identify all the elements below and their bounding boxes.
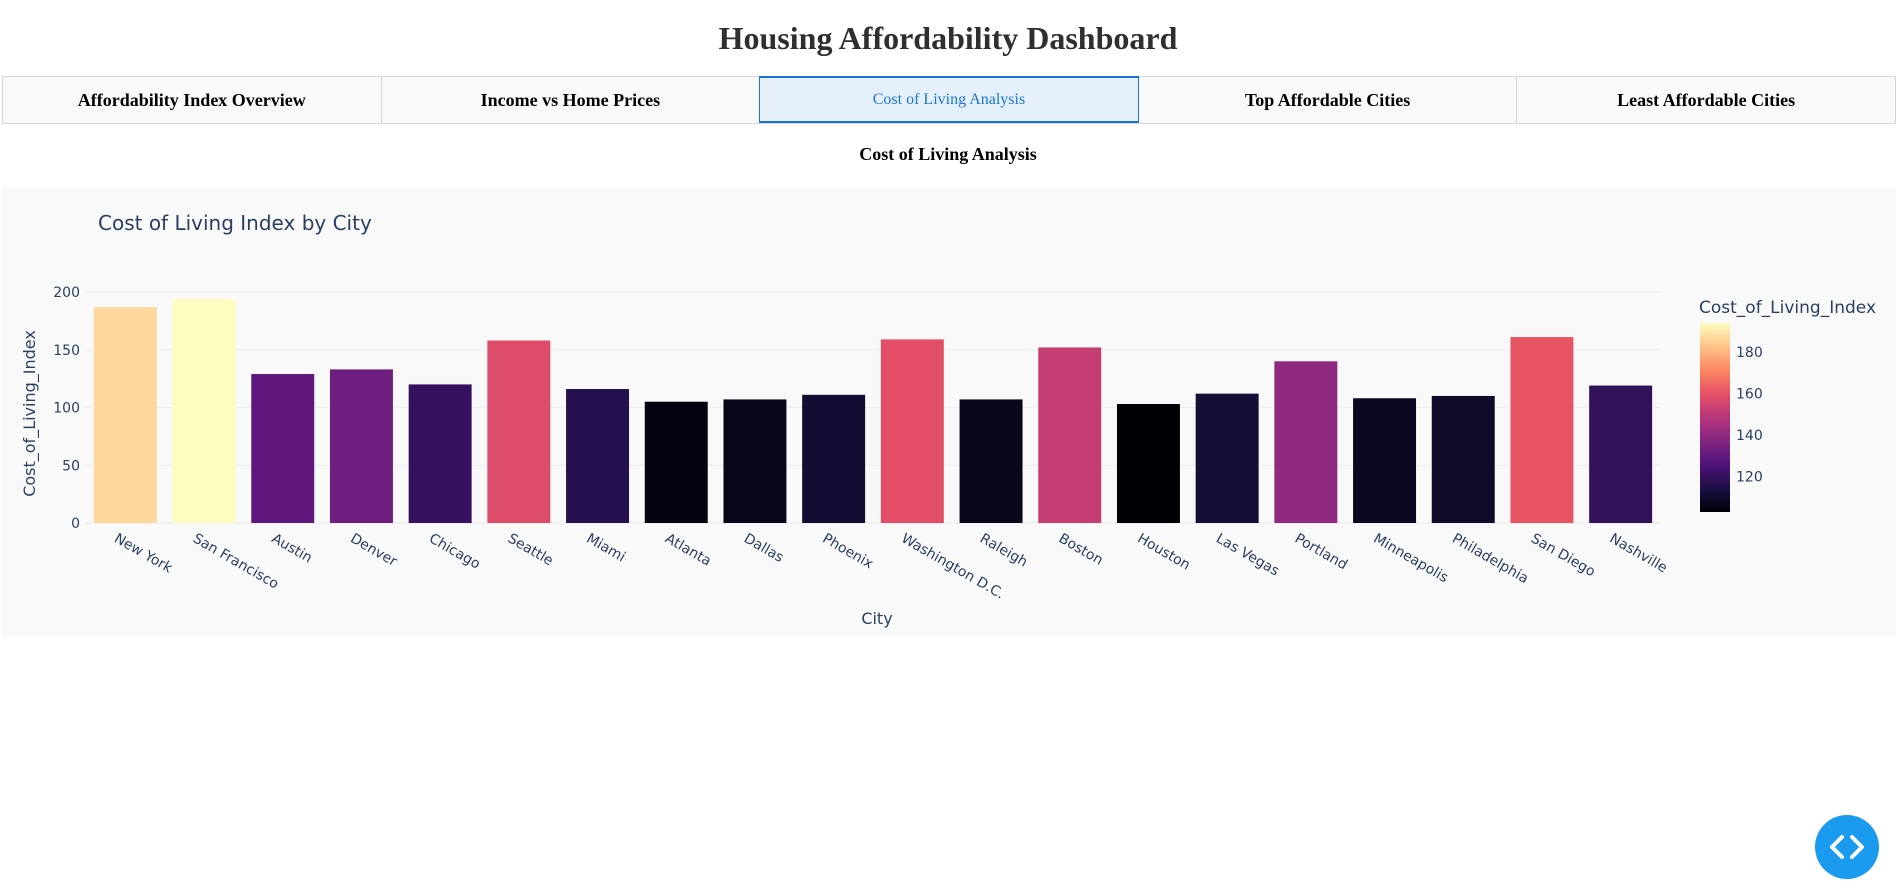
bar-las-vegas[interactable] [1195,393,1259,523]
colorbar-tick-label: 140 [1736,428,1763,444]
bar-san-diego[interactable] [1510,337,1574,523]
bar-raleigh[interactable] [959,399,1023,523]
bar-seattle[interactable] [487,340,551,523]
tab-top-affordable-cities[interactable]: Top Affordable Cities [1137,76,1518,123]
y-tick-label: 150 [53,343,80,359]
x-tick-label: Miami [584,531,628,566]
bar-nashville[interactable] [1589,385,1653,523]
x-tick-label: Philadelphia [1449,531,1531,588]
x-tick-label: Atlanta [662,531,714,570]
bar-washington-d-c[interactable] [880,339,944,523]
colorbar-tick-label: 120 [1736,470,1763,486]
chart-container: Cost of Living Index by City 0 50 100 150 200… [2,187,1896,637]
y-tick-label: 200 [53,285,80,301]
bar-portland[interactable] [1274,361,1338,523]
x-tick-label: Minneapolis [1371,531,1451,587]
bar-chart: Cost of Living Index by City 0 50 100 150 200… [20,211,1876,628]
bar-phoenix[interactable] [802,394,866,523]
x-tick-label: Boston [1056,531,1106,569]
bar-atlanta[interactable] [644,401,708,523]
bar-minneapolis[interactable] [1353,398,1417,523]
x-tick-label: Raleigh [977,531,1030,571]
x-tick-label: Austin [269,531,315,567]
bar-philadelphia[interactable] [1431,395,1495,523]
bar-austin[interactable] [251,374,315,523]
x-tick-label: Phoenix [820,531,876,573]
bar-houston[interactable] [1116,404,1180,523]
tab-cost-of-living-analysis[interactable]: Cost of Living Analysis [759,76,1139,123]
y-tick-label: 0 [71,516,80,532]
bar-new-york[interactable] [93,307,157,523]
x-tick-label: Dallas [741,531,786,566]
tab-affordability-index-overview[interactable]: Affordability Index Overview [2,76,382,123]
page-title: Housing Affordability Dashboard [718,20,1178,56]
colorbar [1700,323,1730,512]
chart-title: Cost of Living Index by City [98,211,372,235]
tab-income-vs-home-prices[interactable]: Income vs Home Prices [380,76,761,123]
x-tick-label: New York [111,531,175,577]
section-title: Cost of Living Analysis [859,144,1037,164]
colorbar-tick-label: 180 [1736,345,1763,361]
x-tick-label: San Francisco [190,531,281,593]
y-tick-label: 100 [53,401,80,417]
y-axis-label: Cost_of_Living_Index [20,330,40,497]
bar-denver[interactable] [329,369,393,523]
code-brackets-icon [1830,835,1864,859]
x-tick-label: Nashville [1607,531,1670,577]
x-tick-label: Houston [1134,531,1192,574]
tab-least-affordable-cities[interactable]: Least Affordable Cities [1516,76,1896,123]
x-tick-label: Chicago [426,531,483,573]
x-tick-label: Portland [1292,531,1350,574]
bar-chicago[interactable] [408,384,472,523]
x-tick-label: Denver [347,531,399,570]
x-axis-label: City [861,609,892,628]
bar-miami[interactable] [566,389,630,523]
bar-dallas[interactable] [723,399,787,523]
x-tick-label: Las Vegas [1213,531,1282,580]
x-tick-label: San Diego [1528,531,1598,581]
x-tick-label: Seattle [505,531,556,570]
bar-boston[interactable] [1038,347,1102,523]
bar-san-francisco[interactable] [172,298,236,523]
colorbar-title: Cost_of_Living_Index [1699,298,1876,318]
code-toggle-button[interactable] [1815,815,1879,879]
y-tick-label: 50 [62,458,80,474]
tab-bar: Affordability Index Overview Income vs H… [2,76,1896,124]
colorbar-tick-label: 160 [1736,387,1763,403]
